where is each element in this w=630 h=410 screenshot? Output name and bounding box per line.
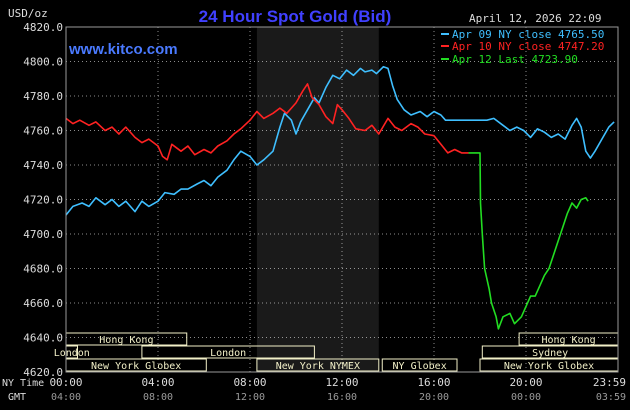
y-unit-label: USD/oz xyxy=(8,7,48,20)
series-line-2 xyxy=(468,152,589,330)
x-tick-label-ny: 12:00 xyxy=(325,376,358,389)
x-tick-label-ny: 16:00 xyxy=(417,376,450,389)
y-tick-label: 4760.0 xyxy=(23,125,63,138)
x-tick-label-gmt: 00:00 xyxy=(511,392,541,403)
market-band-label: New York NYMEX xyxy=(276,361,360,372)
x-tick-label-gmt: 20:00 xyxy=(419,392,449,403)
market-band-label: New York Globex xyxy=(91,361,181,372)
x-tick-label-gmt: 03:59 xyxy=(596,392,626,403)
market-band-label: Sydney xyxy=(532,348,568,359)
y-tick-label: 4660.0 xyxy=(23,297,63,310)
y-tick-label: 4640.0 xyxy=(23,332,63,345)
market-bands: Hong Kong Hong Kong London London Sydney New … xyxy=(54,332,619,372)
y-tick-label: 4800.0 xyxy=(23,56,63,69)
market-band-label: London xyxy=(54,348,90,359)
plot-frame xyxy=(65,26,619,373)
series-line-1 xyxy=(65,83,469,161)
axes: 4820.0 4800.0 4780.0 4760.0 4740.0 4720.0 4700… xyxy=(23,21,626,403)
legend-item-apr09: Apr 09 NY close 4765.50 xyxy=(452,28,604,41)
x-row-label-ny: NY Time xyxy=(2,378,44,389)
x-tick-label-gmt: 04:00 xyxy=(51,392,81,403)
x-row-label-gmt: GMT xyxy=(8,392,26,403)
shaded-session xyxy=(256,27,379,372)
x-tick-label-ny: 08:00 xyxy=(233,376,266,389)
chart-date: April 12, 2026 22:09 xyxy=(469,12,601,25)
y-tick-label: 4700.0 xyxy=(23,228,63,241)
y-tick-label: 4740.0 xyxy=(23,159,63,172)
x-tick-label-ny: 00:00 xyxy=(49,376,82,389)
market-band-label: Hong Kong xyxy=(99,335,153,346)
x-tick-label-gmt: 12:00 xyxy=(235,392,265,403)
chart-title: 24 Hour Spot Gold (Bid) xyxy=(199,7,392,26)
x-tick-label-ny: 20:00 xyxy=(509,376,542,389)
y-tick-label: 4720.0 xyxy=(23,194,63,207)
x-tick-label-gmt: 16:00 xyxy=(327,392,357,403)
legend-item-apr10: Apr 10 NY close 4747.20 xyxy=(452,40,604,53)
market-band-label: New York Globex xyxy=(504,361,594,372)
y-tick-label: 4680.0 xyxy=(23,263,63,276)
series-line-0 xyxy=(65,65,615,216)
market-band-label: Hong Kong xyxy=(541,335,595,346)
y-tick-label: 4780.0 xyxy=(23,90,63,103)
y-tick-label: 4620.0 xyxy=(23,366,63,379)
y-tick-label: 4820.0 xyxy=(23,21,63,34)
market-band xyxy=(256,358,380,372)
x-tick-label-ny: 04:00 xyxy=(141,376,174,389)
market-band xyxy=(381,358,458,372)
legend-item-apr12: Apr 12 Last 4723.90 xyxy=(452,53,578,66)
market-band-label: London xyxy=(210,348,246,359)
legend: Apr 09 NY close 4765.50 Apr 10 NY close … xyxy=(441,28,604,66)
x-tick-label-gmt: 08:00 xyxy=(143,392,173,403)
price-series xyxy=(65,65,615,330)
market-band xyxy=(141,345,315,359)
shaded-session-rect xyxy=(256,27,379,372)
site-watermark: www.kitco.com xyxy=(68,41,178,58)
market-band-label: NY Globex xyxy=(393,361,447,372)
x-tick-label-ny: 23:59 xyxy=(593,376,626,389)
